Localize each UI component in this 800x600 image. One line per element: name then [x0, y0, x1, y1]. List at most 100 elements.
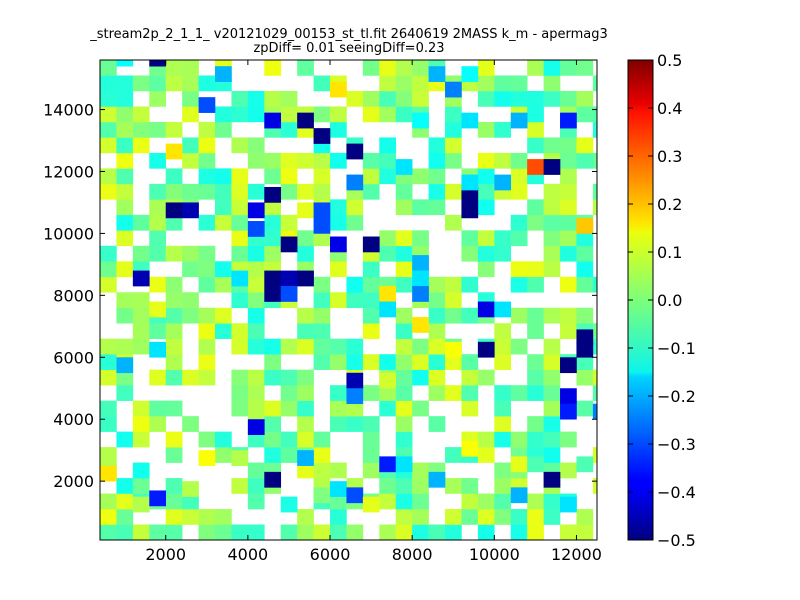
colorbar-tick-label: 0.3: [657, 147, 682, 166]
colorbar-tick-label: 0.4: [657, 99, 682, 118]
heatmap-bg-cell: [247, 478, 265, 494]
heatmap-bg-cell: [100, 75, 117, 92]
heatmap-bg-cell: [576, 230, 594, 247]
heatmap-cell: [346, 372, 364, 389]
heatmap-bg-cell: [445, 478, 462, 494]
heatmap-bg-cell: [527, 431, 544, 448]
heatmap-bg-cell: [395, 400, 413, 417]
heatmap-bg-cell: [510, 183, 528, 200]
heatmap-bg-cell: [543, 199, 561, 216]
heatmap-bg-cell: [280, 338, 298, 355]
heatmap-bg-cell: [247, 90, 265, 107]
heatmap-bg-cell: [100, 400, 117, 417]
heatmap-bg-cell: [527, 137, 544, 154]
heatmap-bg-cell: [494, 416, 512, 432]
heatmap-bg-cell: [428, 168, 446, 185]
heatmap-bg-cell: [247, 261, 265, 278]
heatmap-bg-cell: [149, 90, 167, 107]
heatmap-bg-cell: [330, 261, 347, 278]
heatmap-bg-cell: [215, 307, 232, 324]
heatmap-bg-cell: [247, 385, 265, 401]
heatmap-bg-cell: [510, 168, 528, 185]
heatmap-bg-cell: [198, 369, 216, 386]
heatmap-cell: [576, 341, 594, 358]
heatmap-bg-cell: [412, 354, 429, 370]
heatmap-bg-cell: [198, 307, 216, 324]
heatmap-bg-cell: [527, 214, 544, 231]
heatmap-bg-cell: [165, 369, 183, 386]
x-axis: 2000 4000 6000 8000 10000 12000: [145, 60, 602, 564]
heatmap-bg-cell: [560, 431, 577, 448]
heatmap-bg-cell: [215, 261, 232, 278]
heatmap-bg-cell: [264, 369, 282, 386]
colorbar-tick-label: −0.3: [657, 435, 696, 454]
heatmap-bg-cell: [231, 168, 249, 185]
heatmap-bg-cell: [330, 354, 347, 370]
heatmap-bg-cell: [132, 137, 150, 154]
heatmap-bg-cell: [264, 338, 282, 355]
heatmap-bg-cell: [247, 152, 265, 169]
heatmap-bg-cell: [165, 168, 183, 185]
heatmap-bg-cell: [198, 152, 216, 169]
heatmap-bg-cell: [297, 509, 314, 525]
heatmap-bg-cell: [362, 292, 380, 309]
heatmap-cell: [477, 341, 495, 358]
heatmap-bg-cell: [330, 292, 347, 309]
heatmap-bg-cell: [461, 354, 479, 370]
colorbar-tick-label: −0.4: [657, 483, 696, 502]
heatmap-bg-cell: [560, 137, 577, 154]
colorbar-tick-label: 0.5: [657, 51, 682, 70]
heatmap-bg-cell: [379, 60, 397, 76]
heatmap-bg-cell: [412, 509, 429, 525]
heatmap-bg-cell: [510, 230, 528, 247]
heatmap-bg-cell: [165, 214, 183, 231]
heatmap-cell: [264, 471, 282, 488]
heatmap-bg-cell: [560, 524, 577, 540]
heatmap-bg-cell: [543, 369, 561, 386]
heatmap-bg-cell: [297, 323, 314, 340]
heatmap-bg-cell: [428, 276, 446, 293]
heatmap-bg-cell: [560, 462, 577, 479]
heatmap-bg-cell: [494, 385, 512, 401]
y-tick-label: 8000: [53, 286, 94, 305]
heatmap-bg-cell: [527, 509, 544, 525]
heatmap-bg-cell: [330, 106, 347, 123]
y-tick-label: 2000: [53, 472, 94, 491]
heatmap-bg-cell: [576, 90, 594, 107]
heatmap-bg-cell: [215, 199, 232, 216]
heatmap-bg-cell: [445, 509, 462, 525]
heatmap-bg-cell: [543, 338, 561, 355]
heatmap-bg-cell: [346, 338, 364, 355]
heatmap-bg-cell: [346, 416, 364, 432]
heatmap-bg-cell: [313, 431, 331, 448]
heatmap-bg-cell: [560, 276, 577, 293]
heatmap-cell: [560, 496, 577, 513]
heatmap-bg-cell: [247, 462, 265, 479]
heatmap-bg-cell: [379, 400, 397, 417]
heatmap-bg-cell: [313, 183, 331, 200]
heatmap-cell: [280, 236, 298, 253]
heatmap-bg-cell: [428, 137, 446, 154]
heatmap-bg-cell: [116, 106, 134, 123]
heatmap-bg-cell: [264, 230, 282, 247]
heatmap-bg-cell: [395, 261, 413, 278]
heatmap-bg-cell: [215, 524, 232, 540]
heatmap-bg-cell: [461, 478, 479, 494]
heatmap-bg-cell: [592, 121, 597, 138]
heatmap-cell: [379, 456, 397, 473]
heatmap-bg-cell: [297, 462, 314, 479]
heatmap-bg-cell: [461, 385, 479, 401]
heatmap-bg-cell: [264, 447, 282, 463]
heatmap-cell: [149, 60, 167, 67]
heatmap-bg-cell: [132, 431, 150, 448]
heatmap-bg-cell: [362, 276, 380, 293]
heatmap-bg-cell: [379, 75, 397, 92]
heatmap-bg-cell: [116, 168, 134, 185]
heatmap-bg-cell: [412, 60, 429, 76]
heatmap-cell: [149, 490, 167, 507]
heatmap-cell: [247, 202, 265, 219]
heatmap-bg-cell: [412, 168, 429, 185]
heatmap-bg-cell: [198, 75, 216, 92]
heatmap-cell: [576, 456, 594, 473]
heatmap-bg-cell: [428, 199, 446, 216]
